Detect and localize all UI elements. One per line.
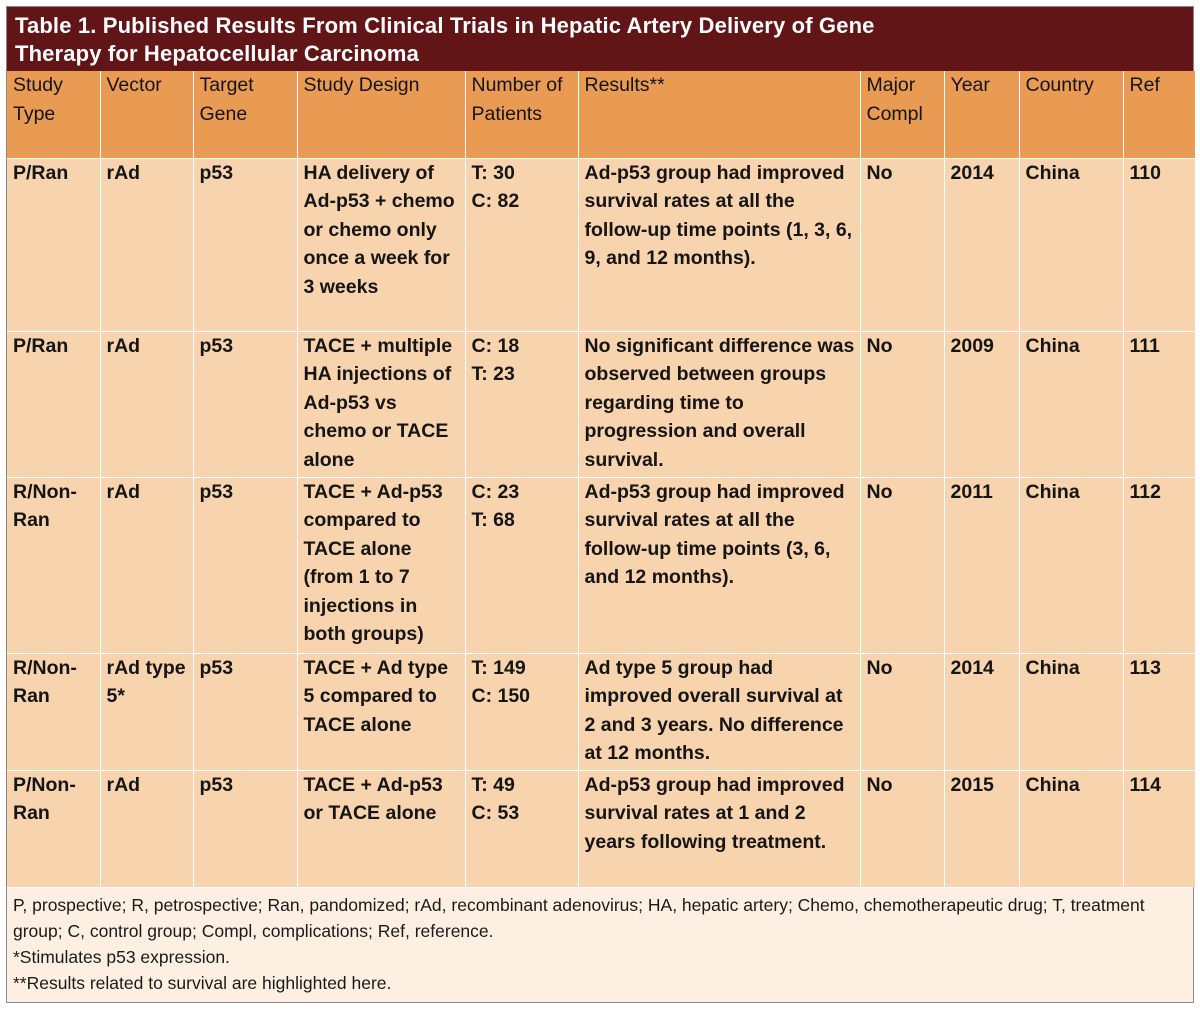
cell-country: China (1019, 157, 1124, 331)
patients-group-2: C: 150 (471, 685, 531, 707)
header-major-compl: Major Compl (860, 71, 945, 158)
cell-country: China (1019, 769, 1124, 887)
cell-study-type: P/Ran (7, 330, 101, 477)
header-ref: Ref (1123, 71, 1195, 158)
table-title: Table 1. Published Results From Clinical… (7, 7, 1193, 71)
cell-study-type: P/Ran (7, 157, 101, 331)
cell-results: Ad-p53 group had improved survival rates… (578, 157, 861, 331)
cell-results: Ad type 5 group had improved overall sur… (578, 652, 861, 770)
cell-target-gene: p53 (193, 330, 298, 477)
patients-group-1: T: 149 (471, 656, 526, 679)
cell-study-design: TACE + multiple HA injections of Ad-p53 … (297, 330, 466, 477)
cell-major-compl: No (860, 330, 945, 477)
header-number-of-patients: Number of Patients (465, 71, 579, 158)
header-vector: Vector (100, 71, 194, 158)
table-row: R/Non-Ran rAd p53 TACE + Ad-p53 compared… (7, 476, 1195, 653)
cell-results: No significant difference was observed b… (578, 330, 861, 477)
cell-target-gene: p53 (193, 769, 298, 887)
cell-major-compl: No (860, 157, 945, 331)
cell-country: China (1019, 330, 1124, 477)
cell-year: 2014 (944, 157, 1020, 331)
cell-number-of-patients: T: 49 C: 53 (465, 769, 579, 887)
cell-study-design: HA delivery of Ad-p53 + chemo or chemo o… (297, 157, 466, 331)
table-footnotes: P, prospective; R, petrospective; Ran, p… (7, 887, 1193, 1002)
cell-year: 2015 (944, 769, 1020, 887)
header-results: Results** (578, 71, 861, 158)
cell-target-gene: p53 (193, 652, 298, 770)
cell-major-compl: No (860, 769, 945, 887)
cell-ref: 111 (1123, 330, 1195, 477)
cell-ref: 110 (1123, 157, 1195, 331)
header-year: Year (944, 71, 1020, 158)
patients-group-1: C: 18 (471, 334, 520, 357)
footnote-abbreviations: P, prospective; R, petrospective; Ran, p… (13, 895, 1145, 941)
cell-vector: rAd type 5* (100, 652, 194, 770)
cell-target-gene: p53 (193, 476, 298, 653)
patients-group-1: T: 30 (471, 161, 515, 184)
cell-target-gene: p53 (193, 157, 298, 331)
cell-vector: rAd (100, 330, 194, 477)
cell-number-of-patients: C: 18 T: 23 (465, 330, 579, 477)
cell-year: 2011 (944, 476, 1020, 653)
cell-country: China (1019, 476, 1124, 653)
table-row: P/Ran rAd p53 TACE + multiple HA injecti… (7, 330, 1195, 477)
header-country: Country (1019, 71, 1124, 158)
cell-study-design: TACE + Ad type 5 compared to TACE alone (297, 652, 466, 770)
header-row: Study Type Vector Target Gene Study Desi… (7, 71, 1195, 158)
cell-vector: rAd (100, 157, 194, 331)
patients-group-2: T: 23 (471, 363, 515, 385)
cell-study-design: TACE + Ad-p53 compared to TACE alone (fr… (297, 476, 466, 653)
cell-country: China (1019, 652, 1124, 770)
cell-study-type: R/Non-Ran (7, 476, 101, 653)
patients-group-2: C: 82 (471, 190, 520, 212)
patients-group-1: C: 23 (471, 480, 520, 503)
header-study-design: Study Design (297, 71, 466, 158)
cell-study-type: R/Non-Ran (7, 652, 101, 770)
cell-ref: 114 (1123, 769, 1195, 887)
cell-number-of-patients: T: 149 C: 150 (465, 652, 579, 770)
cell-results: Ad-p53 group had improved survival rates… (578, 769, 861, 887)
cell-vector: rAd (100, 769, 194, 887)
cell-major-compl: No (860, 652, 945, 770)
table-row: P/Ran rAd p53 HA delivery of Ad-p53 + ch… (7, 157, 1195, 331)
footnote-double-star: **Results related to survival are highli… (13, 973, 392, 993)
patients-group-2: T: 68 (471, 509, 515, 531)
patients-group-2: C: 53 (471, 802, 520, 824)
patients-group-1: T: 49 (471, 773, 515, 796)
cell-major-compl: No (860, 476, 945, 653)
cell-number-of-patients: T: 30 C: 82 (465, 157, 579, 331)
table-title-line-1: Table 1. Published Results From Clinical… (15, 13, 875, 38)
header-target-gene: Target Gene (193, 71, 298, 158)
table-row: R/Non-Ran rAd type 5* p53 TACE + Ad type… (7, 652, 1195, 770)
table-title-line-2: Therapy for Hepatocellular Carcinoma (15, 41, 419, 66)
cell-year: 2009 (944, 330, 1020, 477)
footnote-single-star: *Stimulates p53 expression. (13, 947, 230, 967)
cell-study-type: P/Non-Ran (7, 769, 101, 887)
results-table: Study Type Vector Target Gene Study Desi… (7, 71, 1195, 887)
cell-year: 2014 (944, 652, 1020, 770)
cell-study-design: TACE + Ad-p53 or TACE alone (297, 769, 466, 887)
table-container: Table 1. Published Results From Clinical… (6, 6, 1195, 1003)
header-study-type: Study Type (7, 71, 101, 158)
cell-number-of-patients: C: 23 T: 68 (465, 476, 579, 653)
cell-results: Ad-p53 group had improved survival rates… (578, 476, 861, 653)
table-row: P/Non-Ran rAd p53 TACE + Ad-p53 or TACE … (7, 769, 1195, 887)
cell-ref: 113 (1123, 652, 1195, 770)
cell-ref: 112 (1123, 476, 1195, 653)
cell-vector: rAd (100, 476, 194, 653)
